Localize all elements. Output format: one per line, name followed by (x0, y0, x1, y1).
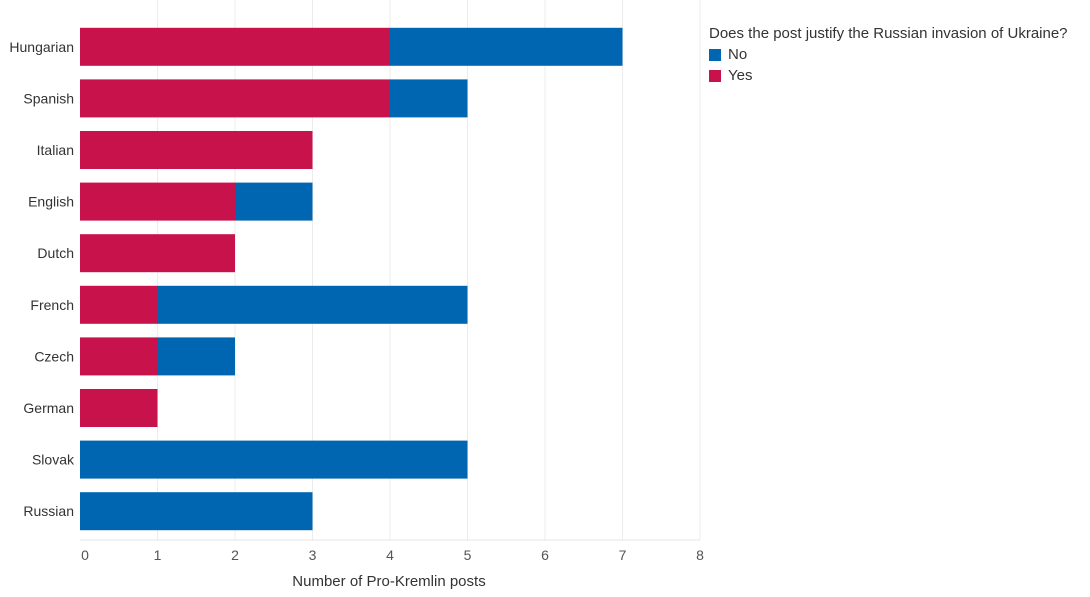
bar-yes-french[interactable] (80, 285, 158, 324)
bar-yes-spanish[interactable] (80, 79, 390, 118)
bar-no-czech[interactable] (157, 337, 236, 376)
bar-yes-czech[interactable] (80, 337, 158, 376)
bar-no-slovak[interactable] (80, 440, 468, 479)
category-label: Slovak (32, 452, 75, 468)
bar-no-russian[interactable] (80, 492, 313, 531)
x-tick-labels: 0 1 2 3 4 5 6 7 8 (81, 547, 704, 563)
bar-no-spanish[interactable] (390, 79, 468, 118)
category-label: German (23, 400, 74, 416)
x-tick-label: 2 (231, 547, 239, 563)
category-labels: Hungarian Spanish Italian English Dutch Frenc… (9, 39, 75, 519)
x-tick-label: 4 (386, 547, 394, 563)
x-axis-title: Number of Pro-Kremlin posts (292, 573, 485, 590)
x-tick-label: 7 (619, 547, 627, 563)
category-label: Dutch (37, 245, 74, 261)
bar-no-french[interactable] (157, 285, 468, 324)
bar-yes-dutch[interactable] (80, 234, 235, 273)
x-tick-label: 1 (154, 547, 162, 563)
legend-swatch-no (709, 48, 721, 61)
category-label: Czech (34, 348, 74, 364)
legend-label-no: No (728, 46, 748, 63)
x-tick-label: 3 (309, 547, 317, 563)
category-label: Italian (37, 142, 74, 158)
legend-label-yes: Yes (728, 67, 753, 84)
x-tick-label: 6 (541, 547, 549, 563)
x-tick-label: 8 (696, 547, 704, 563)
bar-yes-italian[interactable] (80, 131, 313, 169)
category-label: Russian (23, 503, 74, 519)
legend-item-yes[interactable]: Yes (709, 65, 1068, 86)
bar-no-english[interactable] (235, 182, 313, 221)
bar-yes-english[interactable] (80, 182, 235, 221)
legend-title: Does the post justify the Russian invasi… (709, 25, 1068, 42)
category-label: Hungarian (9, 39, 74, 55)
bars (80, 27, 623, 531)
x-tick-label: 0 (81, 547, 89, 563)
bar-no-hungarian[interactable] (390, 27, 623, 66)
bar-yes-hungarian[interactable] (80, 27, 390, 66)
category-label: French (30, 297, 74, 313)
legend: Does the post justify the Russian invasi… (709, 25, 1068, 86)
category-label: English (28, 194, 74, 210)
x-tick-label: 5 (464, 547, 472, 563)
category-label: Spanish (23, 90, 74, 106)
bar-yes-german[interactable] (80, 389, 158, 427)
legend-item-no[interactable]: No (709, 44, 1068, 65)
legend-swatch-yes (709, 69, 721, 82)
